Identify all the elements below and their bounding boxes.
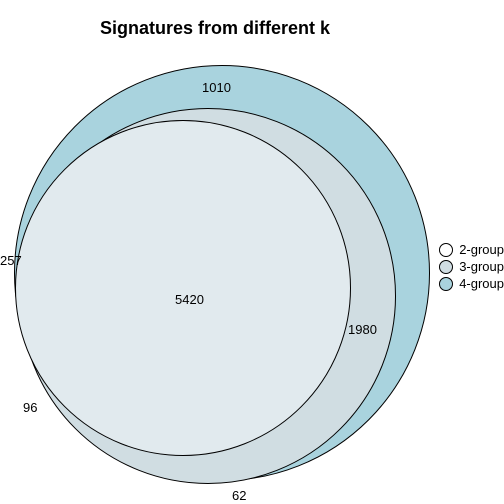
legend-swatch: [439, 243, 453, 257]
region-label: 62: [232, 488, 246, 503]
chart-title: Signatures from different k: [0, 18, 430, 39]
legend-swatch: [439, 277, 453, 291]
circle-2-group: [15, 120, 351, 456]
venn-stage: Signatures from different k 1010 257 542…: [0, 0, 504, 504]
legend-label: 3-group: [459, 259, 504, 274]
region-label: 5420: [175, 292, 204, 307]
legend-label: 4-group: [459, 276, 504, 291]
legend-swatch: [439, 260, 453, 274]
legend-item: 4-group: [439, 276, 504, 291]
legend-item: 3-group: [439, 259, 504, 274]
legend-label: 2-group: [459, 242, 504, 257]
region-label: 1010: [202, 80, 231, 95]
legend: 2-group 3-group 4-group: [439, 240, 504, 293]
region-label: 96: [23, 400, 37, 415]
region-label: 1980: [348, 322, 377, 337]
region-label: 257: [0, 253, 22, 268]
legend-item: 2-group: [439, 242, 504, 257]
